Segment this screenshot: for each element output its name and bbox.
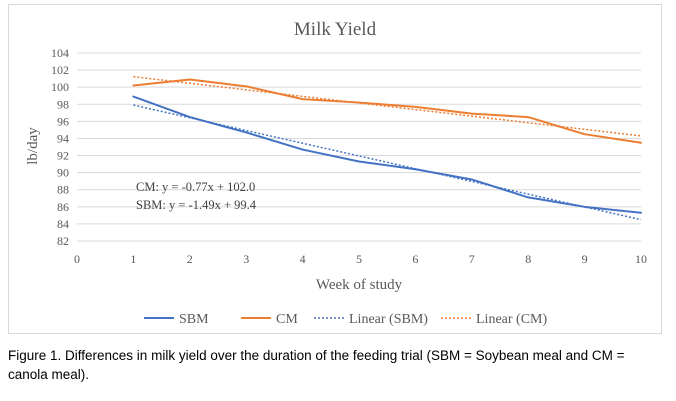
series-line-sbm	[132, 95, 642, 214]
gridlines	[77, 52, 641, 242]
y-axis-label: lb/day	[25, 127, 41, 165]
y-tick-label: 96	[57, 114, 69, 128]
x-tick-label: 1	[130, 252, 136, 266]
x-tick-label: 10	[635, 252, 647, 266]
x-tick-label: 4	[300, 252, 306, 266]
legend-label-cm: CM	[276, 312, 298, 327]
legend: SBM CM Linear (SBM) Linear (CM)	[144, 312, 547, 327]
x-tick-label: 0	[74, 252, 80, 266]
y-tick-label: 90	[57, 166, 69, 180]
y-tick-label: 86	[57, 200, 69, 214]
trendline-linear-sbm	[133, 104, 642, 221]
x-tick-label: 9	[582, 252, 588, 266]
legend-label-sbm: SBM	[179, 312, 209, 327]
y-tick-label: 92	[57, 149, 69, 163]
x-axis-label: Week of study	[316, 277, 403, 293]
series-line-cm	[132, 78, 642, 144]
chart-title: Milk Yield	[294, 19, 377, 40]
y-tick-label: 88	[57, 183, 69, 197]
y-tick-label: 102	[51, 63, 69, 77]
legend-label-linear-sbm: Linear (SBM)	[349, 312, 428, 327]
y-tick-label: 98	[57, 97, 69, 111]
y-tick-label: 82	[57, 234, 69, 248]
x-tick-label: 8	[525, 252, 531, 266]
y-tick-labels: 82 84 86 88 90 92 94 96 98 100 102 104	[51, 46, 69, 248]
x-tick-labels: 0 1 2 3 4 5 6 7 8 9 10	[74, 252, 647, 266]
y-tick-label: 104	[51, 46, 69, 60]
x-tick-label: 3	[243, 252, 249, 266]
y-tick-label: 94	[57, 131, 69, 145]
legend-label-linear-cm: Linear (CM)	[476, 312, 547, 327]
cm-equation-annotation: CM: y = -0.77x + 102.0	[136, 180, 255, 194]
y-tick-label: 100	[51, 80, 69, 94]
series-lines	[132, 78, 642, 214]
chart-frame: Milk Yield 82 84 86 88 90 92 94 96 98 100 102 104 0…	[8, 4, 662, 334]
y-tick-label: 84	[57, 217, 69, 231]
figure-caption: Figure 1. Differences in milk yield over…	[8, 348, 625, 382]
x-tick-label: 2	[187, 252, 193, 266]
sbm-equation-annotation: SBM: y = -1.49x + 99.4	[136, 198, 257, 212]
x-tick-label: 7	[469, 252, 475, 266]
trendline-linear-cm	[133, 75, 642, 137]
x-tick-label: 5	[356, 252, 362, 266]
x-tick-label: 6	[412, 252, 418, 266]
